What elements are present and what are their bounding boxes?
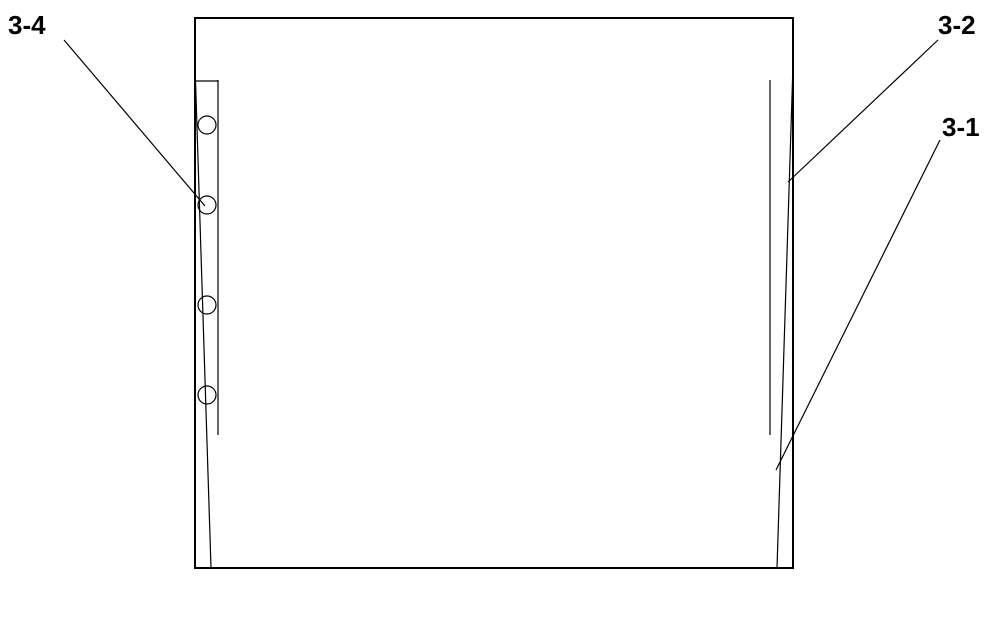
leader-3-1 [776, 140, 940, 470]
leader-3-4 [64, 40, 205, 206]
callout-label-3-4: 3-4 [8, 10, 46, 41]
hole-1 [198, 116, 216, 134]
left-flange-outer [195, 65, 211, 568]
main-body-rect [195, 18, 793, 568]
hole-4 [198, 386, 216, 404]
technical-diagram: 3-4 3-2 3-1 [0, 0, 1000, 615]
right-flange-outer [777, 65, 793, 568]
hole-2 [198, 196, 216, 214]
diagram-svg [0, 0, 1000, 615]
callout-label-3-1: 3-1 [942, 112, 980, 143]
hole-3 [198, 296, 216, 314]
callout-label-3-2: 3-2 [938, 10, 976, 41]
leader-3-2 [788, 40, 938, 182]
